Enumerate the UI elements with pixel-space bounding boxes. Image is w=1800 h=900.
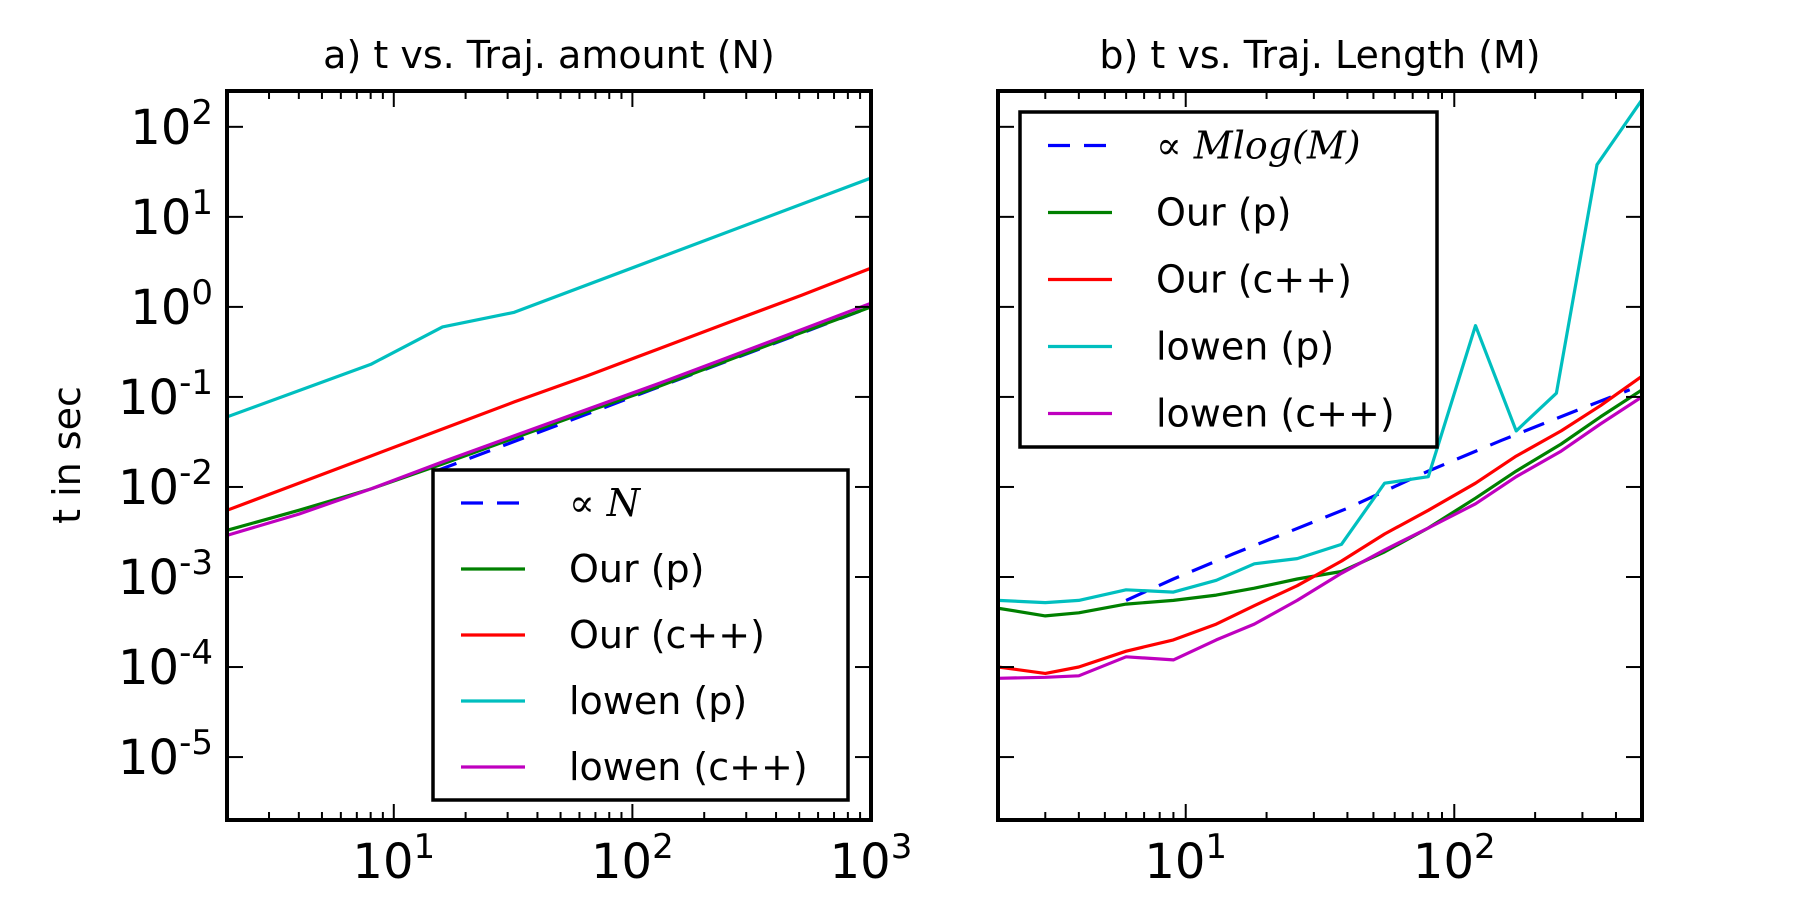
series-line <box>998 374 1642 676</box>
series-group <box>998 98 1642 680</box>
series-group <box>227 176 871 537</box>
series-line <box>1125 388 1631 602</box>
legend: ∝ N Our (p) Our (c++) lowen (p) lowen (c++) <box>431 468 850 802</box>
series-line <box>227 305 871 532</box>
x-tick-label: 103 <box>830 827 913 890</box>
legend-label: lowen (p) <box>569 679 747 723</box>
legend: ∝ Mlog(M) Our (p) Our (c++) lowen (p) lowen … <box>1018 110 1439 449</box>
y-tick-label: 100 <box>130 273 213 336</box>
panel-b: b) t vs. Traj. Length (M) 101 102 ∝ Mlog(M)… <box>996 33 1644 890</box>
series-line <box>998 388 1642 618</box>
panel-title: b) t vs. Traj. Length (M) <box>1099 33 1540 77</box>
y-tick-label: 102 <box>130 93 213 156</box>
y-tick-label: 10-2 <box>118 453 213 516</box>
legend-label: Our (p) <box>1156 191 1291 235</box>
x-tick-label: 101 <box>352 827 435 890</box>
y-tick-label: 10-3 <box>118 543 213 606</box>
legend-label: Our (c++) <box>1156 258 1352 302</box>
series-line <box>227 301 871 537</box>
y-tick-label: 10-4 <box>118 633 213 696</box>
series-line <box>227 266 871 512</box>
series-line <box>998 395 1642 680</box>
legend-label: lowen (c++) <box>1156 392 1395 436</box>
series-line <box>998 98 1642 605</box>
legend-label: Our (p) <box>569 547 704 591</box>
x-tick-label: 102 <box>591 827 674 890</box>
legend-label: Our (c++) <box>569 613 765 657</box>
panel-title: a) t vs. Traj. amount (N) <box>323 33 775 77</box>
plot-frame <box>996 89 1644 822</box>
legend-label: lowen (p) <box>1156 325 1334 369</box>
y-axis-label: t in sec <box>45 386 89 524</box>
x-tick-label: 102 <box>1413 827 1496 890</box>
y-tick-label: 101 <box>130 183 213 246</box>
legend-label: lowen (c++) <box>569 745 808 789</box>
legend-label: ∝ N <box>569 481 642 525</box>
plot-frame <box>225 89 873 822</box>
x-tick-label: 101 <box>1144 827 1227 890</box>
series-line <box>227 176 871 419</box>
legend-label: ∝ Mlog(M) <box>1156 124 1361 168</box>
y-tick-label: 10-1 <box>118 363 213 426</box>
panel-a: a) t vs. Traj. amount (N) 101 102 103 10-5 10… <box>118 33 912 890</box>
y-tick-label: 10-5 <box>118 723 213 786</box>
